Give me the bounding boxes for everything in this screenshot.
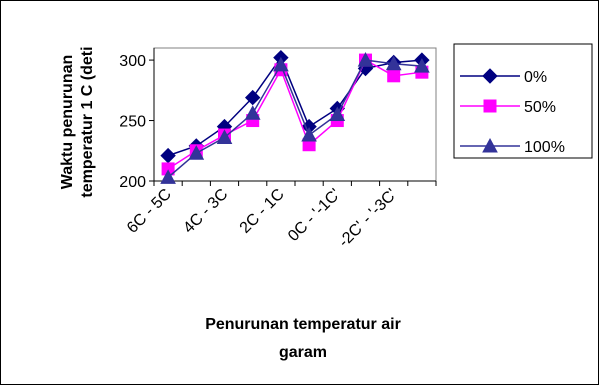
y-tick-label: 300: [119, 53, 146, 70]
legend-label: 100%: [524, 139, 565, 156]
series-line: [167, 59, 422, 178]
data-point: [387, 69, 401, 83]
data-point: [414, 58, 430, 73]
data-point: [216, 129, 233, 144]
series-line: [167, 59, 422, 170]
series-layer: [160, 49, 430, 184]
x-tick-label: 4C - 3C: [180, 186, 231, 237]
legend-label: 50%: [524, 99, 556, 116]
x-tick-label: 2C - 1C: [237, 186, 288, 237]
y-axis: 200 250 300: [119, 48, 155, 191]
legend-marker: [482, 68, 498, 84]
data-point: [244, 105, 261, 120]
series-line: [167, 56, 422, 157]
y-tick-label: 200: [119, 174, 146, 191]
data-point: [329, 106, 346, 121]
legend-item: 50%: [460, 99, 556, 116]
legend-item: 0%: [460, 68, 547, 86]
x-tick-label: -2C' - '-3C': [336, 186, 401, 251]
legend-box: [453, 43, 593, 159]
data-point: [273, 56, 289, 72]
data-point: [244, 89, 261, 106]
legend: 0% 50% 100%: [453, 43, 593, 159]
data-point: [188, 145, 205, 160]
y-axis-title-line2: temperatur 1 C (deti: [79, 46, 96, 197]
series-100pct: [160, 52, 430, 184]
legend-item: 100%: [460, 137, 565, 156]
x-tick-label: 0C - '-1C': [285, 186, 344, 245]
x-axis-title-line2: garam: [279, 344, 327, 361]
y-tick-label: 250: [119, 114, 146, 131]
legend-marker: [483, 99, 497, 113]
data-point: [160, 169, 176, 184]
y-axis-title-line1: Waktu penurunan: [59, 55, 76, 190]
x-tick-label: 6C - 5C: [124, 186, 175, 237]
data-point: [357, 52, 374, 67]
legend-marker: [482, 137, 498, 153]
data-point: [301, 126, 317, 142]
data-point: [385, 55, 402, 71]
x-axis-title-line1: Penurunan temperatur air: [205, 316, 401, 333]
legend-label: 0%: [524, 69, 547, 86]
